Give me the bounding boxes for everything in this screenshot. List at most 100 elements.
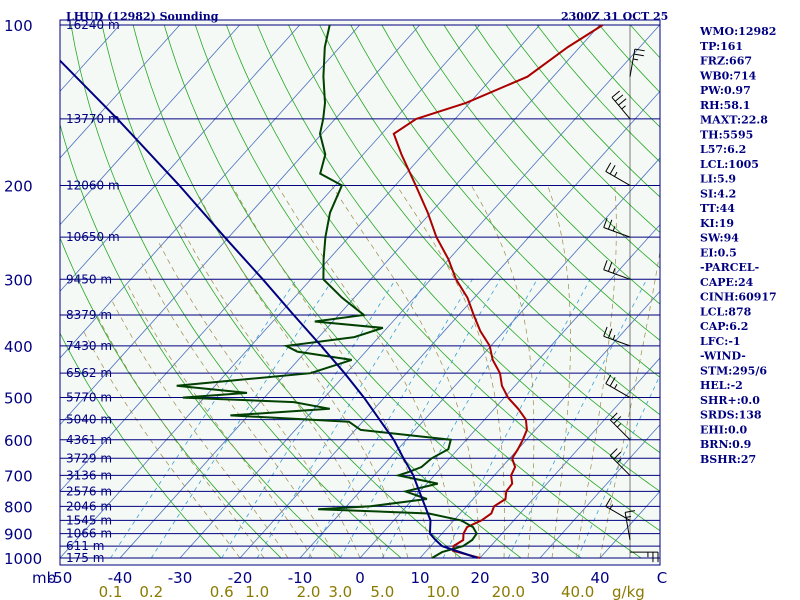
dewpoint-line <box>176 24 478 559</box>
wind-barb-flag <box>609 412 618 421</box>
index-value: WMO:12982 <box>699 25 776 38</box>
pressure-tick-label: 900 <box>4 526 33 544</box>
temperature-tick-label: 10 <box>410 569 429 587</box>
index-value: BSHR:27 <box>700 453 756 466</box>
height-label: 5040 m <box>66 413 112 427</box>
isotherm <box>60 24 360 359</box>
temperature-tick-label: 30 <box>530 569 549 587</box>
index-value: -WIND- <box>700 350 746 363</box>
index-value: KI:19 <box>700 217 734 230</box>
index-value: PW:0.97 <box>700 84 751 97</box>
wind-barb-flag <box>609 377 616 387</box>
index-value: TH:5595 <box>700 128 753 141</box>
index-value: MAXT:22.8 <box>700 114 768 127</box>
wind-barb <box>609 412 631 441</box>
index-value: SI:4.2 <box>700 187 736 200</box>
height-label: 3136 m <box>66 468 112 482</box>
isotherm <box>299 157 660 559</box>
profile-lines <box>60 24 604 559</box>
height-label: 6562 m <box>66 366 112 380</box>
index-value: SRDS:138 <box>700 409 762 422</box>
wind-barb-flag <box>607 261 613 272</box>
height-label: 4361 m <box>66 433 112 447</box>
pressure-tick-label: 1000 <box>4 550 42 568</box>
wind-barb <box>629 48 645 77</box>
moist-adiabat <box>83 330 241 559</box>
mixing-ratio-line <box>150 279 334 559</box>
mixing-ratio-tick-label: 0.1 <box>99 583 123 600</box>
mixing-ratio-line <box>507 279 648 559</box>
height-label: 175 m <box>66 551 104 565</box>
height-label: 10650 m <box>66 230 120 244</box>
wind-barb-half-flag <box>612 334 616 340</box>
wind-barb-flag <box>618 98 627 106</box>
height-label: 611 m <box>66 539 104 553</box>
pressure-tick-label: 100 <box>4 17 33 35</box>
mixing-ratio-line <box>110 279 297 559</box>
wind-barb-shaft <box>605 383 631 398</box>
wind-barb-half-flag <box>612 268 616 274</box>
chart-datetime: 2300Z 31 OCT 25 <box>561 10 668 23</box>
isotherm <box>60 24 480 492</box>
temperature-tick-label: -40 <box>108 569 133 587</box>
temperature-tick-label: -10 <box>288 569 313 587</box>
wind-barb <box>603 260 631 280</box>
wind-barb-half-flag <box>609 504 614 510</box>
height-label: 3729 m <box>66 451 112 465</box>
wind-barb <box>605 497 631 521</box>
wind-barb-flag <box>625 510 636 513</box>
index-value: SW:94 <box>700 232 739 245</box>
axis-labels: 16240 m 13770 m 12060 m 10650 m 9450 m 8379 m… <box>4 17 667 600</box>
wind-barb-half-flag <box>616 423 622 428</box>
height-label: 2576 m <box>66 484 112 498</box>
wind-barb-flag <box>607 328 613 339</box>
wind-barb-half-flag <box>633 58 639 61</box>
index-value: LCL:878 <box>700 305 752 318</box>
wind-barb <box>603 217 631 238</box>
pressure-tick-label: 600 <box>4 432 33 450</box>
isobar-lines <box>60 24 660 559</box>
wind-barb-half-flag <box>625 515 632 518</box>
wind-barb-column <box>603 25 659 563</box>
index-value: TP:161 <box>700 40 743 53</box>
isotherm <box>60 24 240 226</box>
wind-barb-flag <box>605 374 612 384</box>
index-value: L57:6.2 <box>700 143 746 156</box>
wind-barb-flag <box>605 162 612 172</box>
temperature-line <box>392 24 604 559</box>
wind-barb-flag <box>613 416 622 424</box>
wind-barb-half-flag <box>612 226 616 232</box>
wind-barb-flag <box>609 448 618 456</box>
index-value: WB0:714 <box>699 69 757 82</box>
moist-adiabat <box>199 196 409 559</box>
pressure-tick-label: 500 <box>4 390 33 408</box>
index-value: EI:0.5 <box>700 246 737 259</box>
plot-background <box>60 20 660 565</box>
mixing-ratio-tick-label: 0.6 <box>210 583 234 600</box>
index-value: HEL:-2 <box>700 379 743 392</box>
wind-barb-shaft <box>603 269 631 280</box>
index-value: STM:295/6 <box>700 364 767 377</box>
mixing-ratio-tick-label: 10.0 <box>426 583 459 600</box>
index-value: LFC:-1 <box>700 335 741 348</box>
wind-barb-flag <box>613 451 622 460</box>
wind-barb-half-flag <box>614 384 618 389</box>
pressure-unit-label: mb <box>32 569 56 587</box>
mixing-ratio-tick-label: 20.0 <box>492 583 525 600</box>
isotherm <box>119 24 600 559</box>
height-label: 1545 m <box>66 513 112 527</box>
wind-barb-shaft <box>603 227 631 238</box>
wind-barb-half-flag <box>621 105 626 110</box>
temperature-tick-label: 0 <box>355 569 365 587</box>
pressure-tick-label: 800 <box>4 498 33 516</box>
wind-barb <box>605 162 631 186</box>
parcel-line <box>60 59 478 559</box>
height-label: 2046 m <box>66 499 112 513</box>
wind-barb-flag <box>634 48 645 52</box>
mixing-ratio-line <box>221 279 397 559</box>
index-value: TT:44 <box>700 202 735 215</box>
wind-barb <box>605 374 631 398</box>
wind-barb-flag <box>603 326 608 337</box>
index-value: EHI:0.0 <box>700 423 747 436</box>
